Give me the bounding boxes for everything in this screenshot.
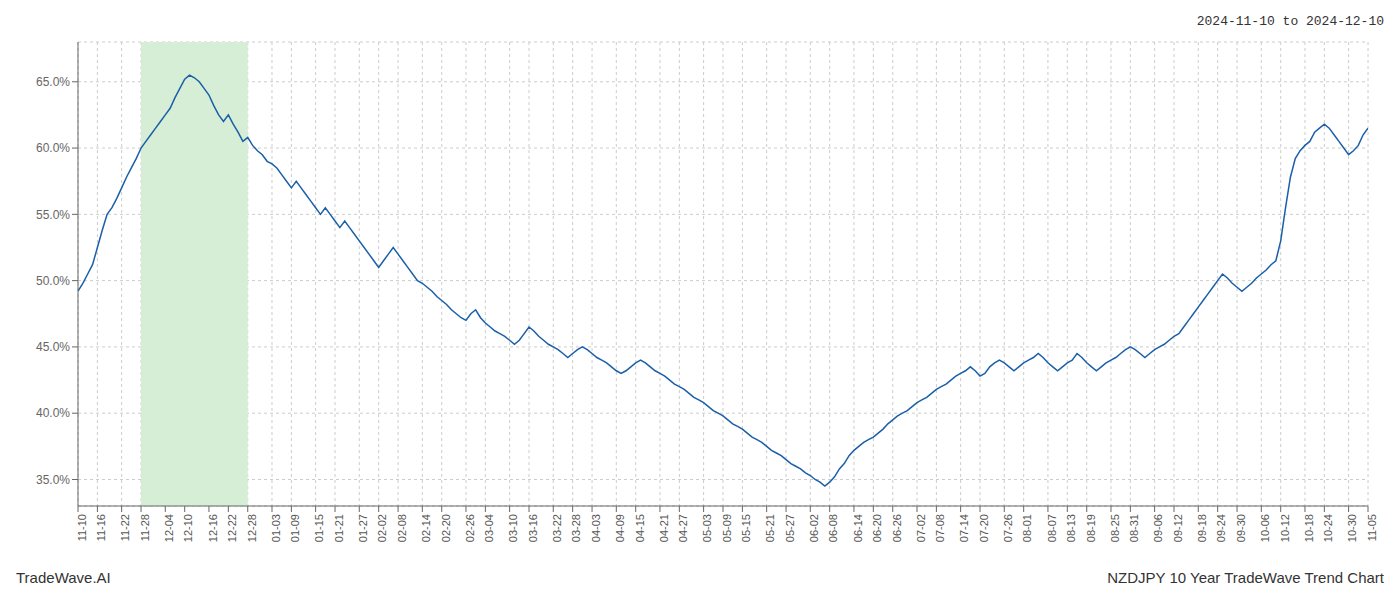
svg-text:45.0%: 45.0% [36, 340, 70, 354]
svg-text:06-14: 06-14 [852, 514, 864, 542]
svg-text:03-22: 03-22 [551, 514, 563, 542]
svg-text:01-09: 01-09 [289, 514, 301, 542]
svg-text:08-01: 08-01 [1021, 514, 1033, 542]
svg-text:09-12: 09-12 [1172, 514, 1184, 542]
svg-text:10-12: 10-12 [1279, 514, 1291, 542]
svg-text:05-15: 05-15 [740, 514, 752, 542]
svg-text:06-26: 06-26 [891, 514, 903, 542]
svg-text:07-20: 07-20 [978, 514, 990, 542]
svg-text:02-08: 02-08 [396, 514, 408, 542]
svg-text:40.0%: 40.0% [36, 406, 70, 420]
svg-text:09-18: 09-18 [1196, 514, 1208, 542]
svg-text:12-16: 12-16 [207, 514, 219, 542]
svg-text:07-02: 07-02 [915, 514, 927, 542]
svg-text:08-07: 08-07 [1046, 514, 1058, 542]
svg-text:04-21: 04-21 [658, 514, 670, 542]
svg-text:50.0%: 50.0% [36, 274, 70, 288]
svg-text:03-28: 03-28 [570, 514, 582, 542]
svg-text:04-09: 04-09 [614, 514, 626, 542]
svg-text:12-10: 12-10 [183, 514, 195, 542]
svg-text:02-26: 02-26 [464, 514, 476, 542]
svg-text:35.0%: 35.0% [36, 473, 70, 487]
svg-text:05-03: 05-03 [701, 514, 713, 542]
svg-text:02-20: 02-20 [440, 514, 452, 542]
svg-text:06-02: 06-02 [808, 514, 820, 542]
svg-text:11-28: 11-28 [139, 514, 151, 541]
svg-text:05-27: 05-27 [784, 514, 796, 542]
svg-text:11-10: 11-10 [76, 514, 88, 541]
svg-text:01-15: 01-15 [313, 514, 325, 542]
svg-text:03-10: 03-10 [507, 514, 519, 542]
svg-text:08-31: 08-31 [1128, 514, 1140, 542]
svg-text:09-06: 09-06 [1152, 514, 1164, 542]
svg-text:11-22: 11-22 [119, 514, 131, 541]
svg-text:01-03: 01-03 [270, 514, 282, 542]
svg-text:06-08: 06-08 [828, 514, 840, 542]
html-text:NZDJPY 10 Year TradeWave Trend: NZDJPY 10 Year TradeWave Trend Chart [1107, 568, 1384, 586]
html-text:TradeWave.AI: TradeWave.AI [16, 568, 111, 586]
svg-text:04-27: 04-27 [677, 514, 689, 542]
svg-text:11-05: 11-05 [1366, 514, 1378, 541]
svg-text:01-21: 01-21 [333, 514, 345, 542]
svg-text:07-14: 07-14 [958, 514, 970, 542]
html-text:2024-11-10 to 2024-12-10: 2024-11-10 to 2024-12-10 [1196, 13, 1384, 29]
svg-text:03-04: 03-04 [483, 514, 495, 542]
svg-text:03-16: 03-16 [527, 514, 539, 542]
svg-text:05-21: 05-21 [764, 514, 776, 542]
svg-text:08-25: 08-25 [1109, 514, 1121, 542]
svg-text:05-09: 05-09 [721, 514, 733, 542]
svg-text:06-20: 06-20 [871, 514, 883, 542]
svg-text:12-22: 12-22 [226, 514, 238, 542]
svg-text:10-06: 10-06 [1259, 514, 1271, 542]
svg-text:10-24: 10-24 [1322, 514, 1334, 542]
svg-text:08-19: 08-19 [1085, 514, 1097, 542]
svg-text:09-24: 09-24 [1215, 514, 1227, 542]
svg-text:07-08: 07-08 [934, 514, 946, 542]
svg-text:65.0%: 65.0% [36, 75, 70, 89]
svg-text:55.0%: 55.0% [36, 208, 70, 222]
svg-text:10-30: 10-30 [1346, 514, 1358, 542]
svg-text:60.0%: 60.0% [36, 141, 70, 155]
svg-text:02-14: 02-14 [420, 514, 432, 542]
svg-text:12-04: 12-04 [163, 514, 175, 542]
svg-text:04-15: 04-15 [634, 514, 646, 542]
svg-text:07-26: 07-26 [1002, 514, 1014, 542]
svg-text:11-16: 11-16 [95, 514, 107, 541]
svg-text:09-30: 09-30 [1235, 514, 1247, 542]
svg-text:12-28: 12-28 [246, 514, 258, 542]
svg-text:10-18: 10-18 [1303, 514, 1315, 542]
svg-text:02-02: 02-02 [376, 514, 388, 542]
svg-text:08-13: 08-13 [1065, 514, 1077, 542]
svg-text:01-27: 01-27 [357, 514, 369, 542]
svg-text:04-03: 04-03 [590, 514, 602, 542]
